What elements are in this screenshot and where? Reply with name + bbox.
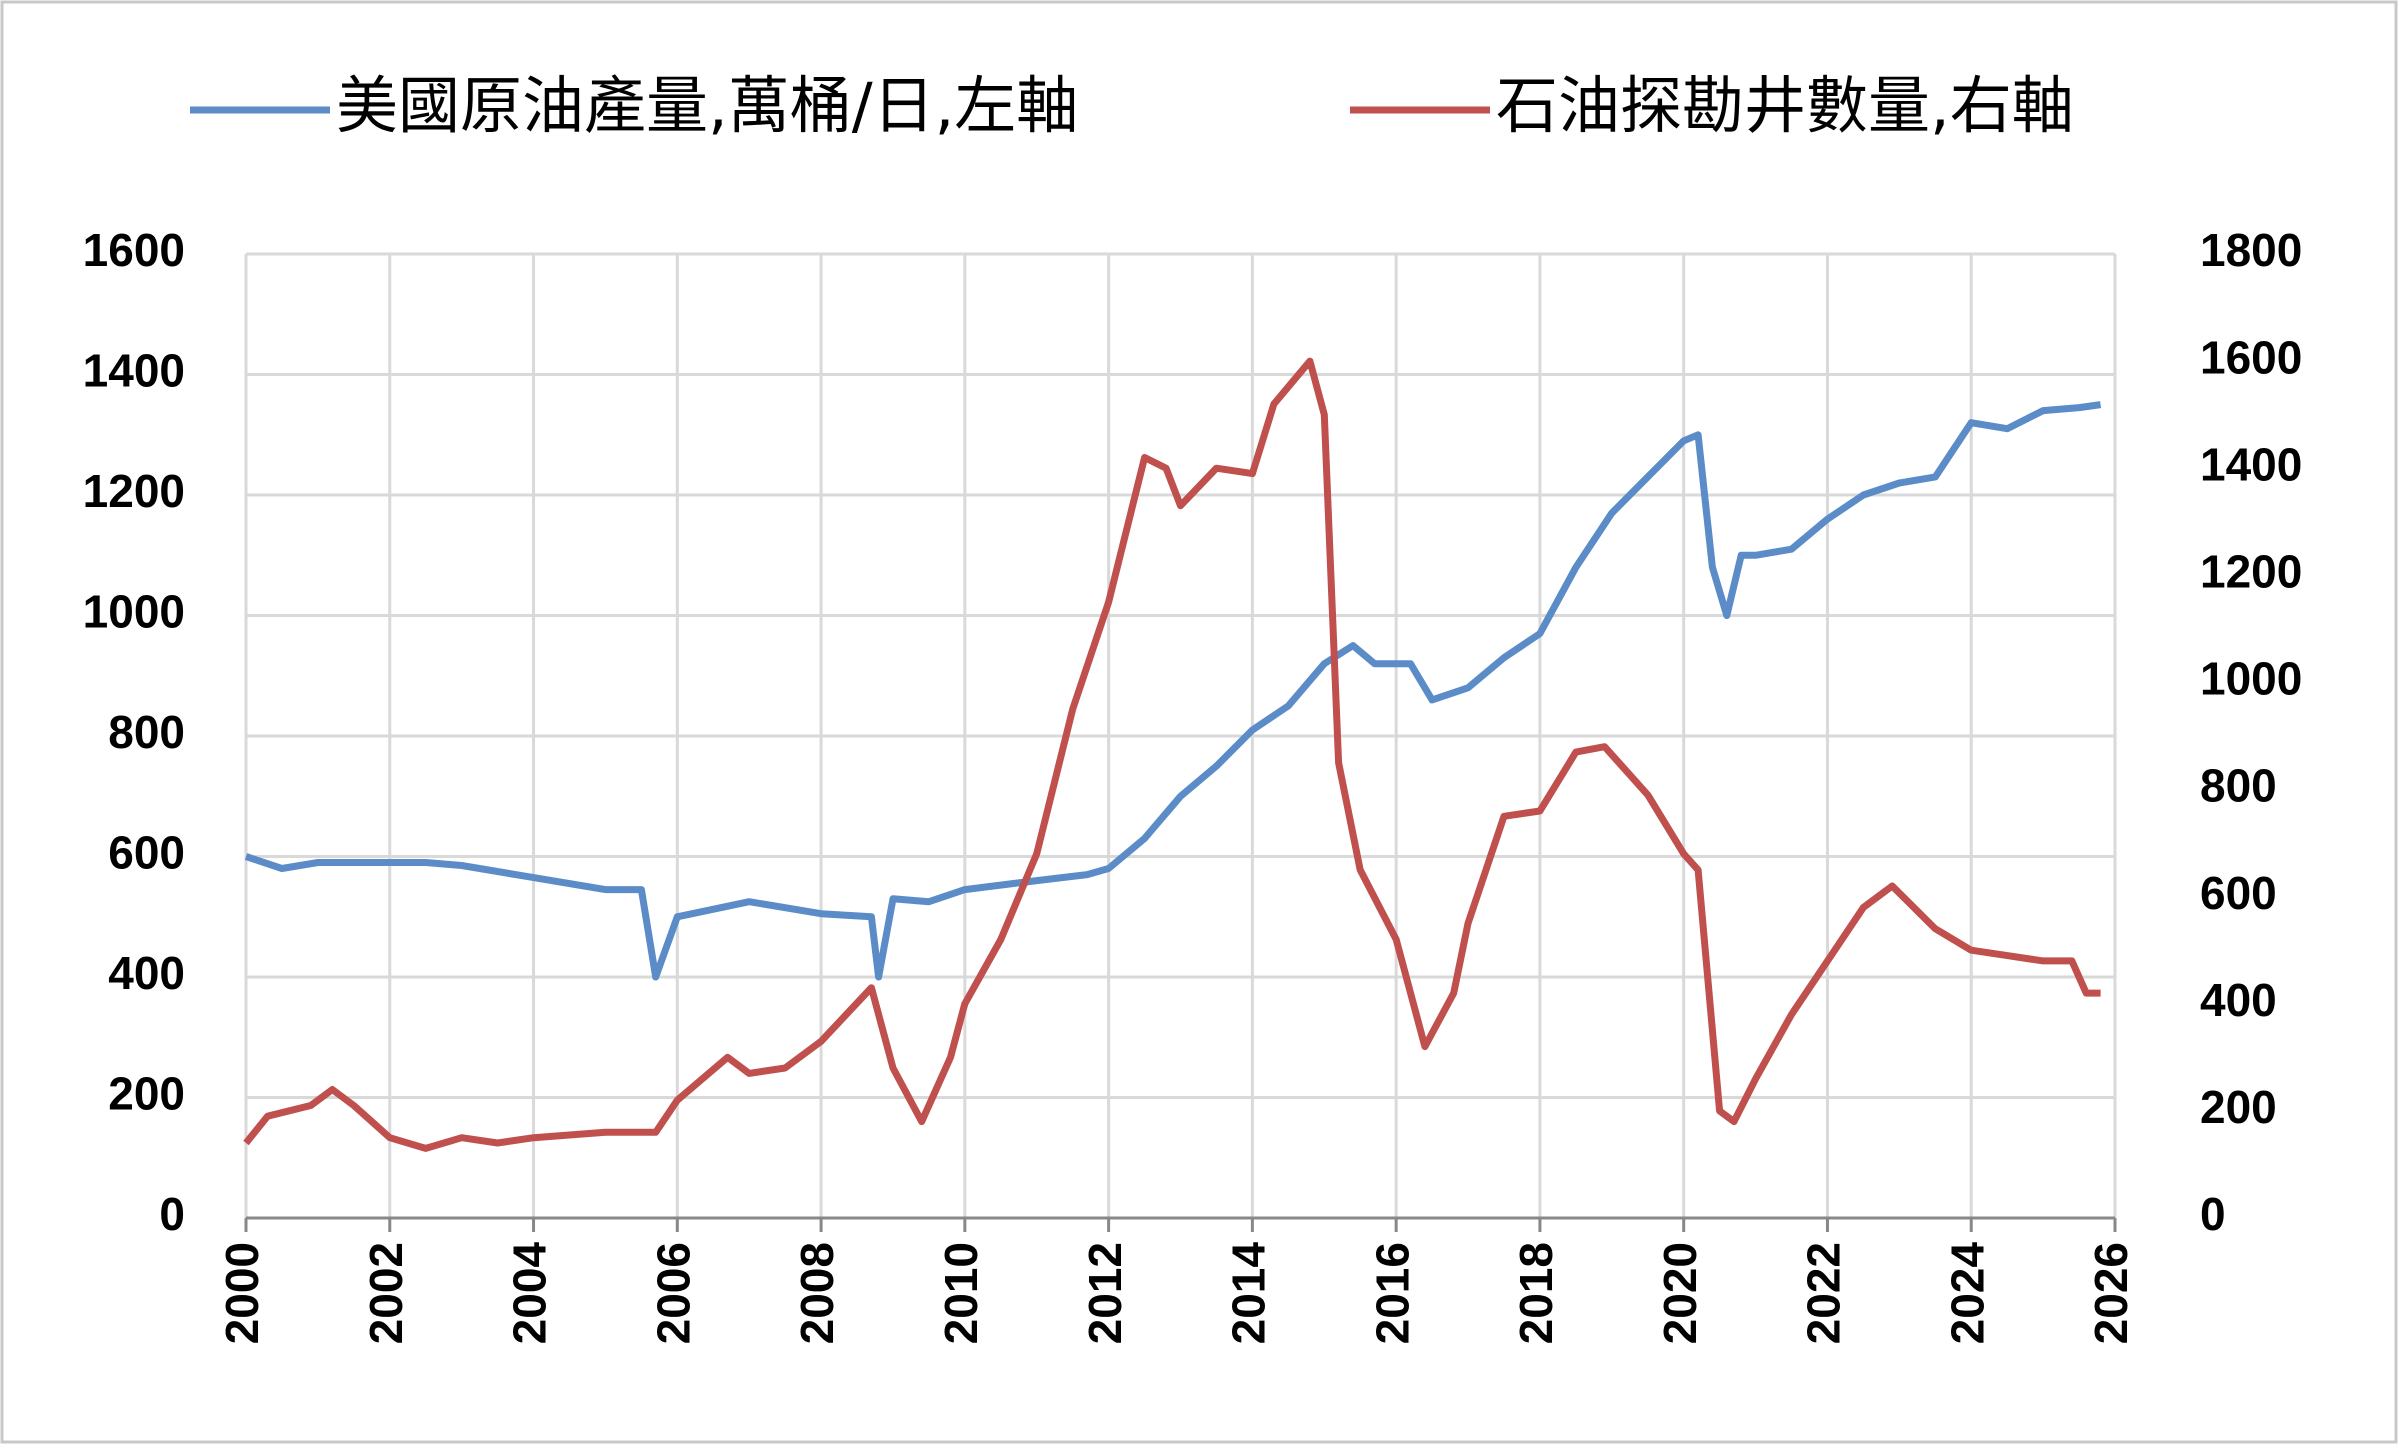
- y-tick-label: 1400: [83, 345, 185, 397]
- y2-tick-label: 200: [2200, 1081, 2277, 1133]
- y2-tick-label: 1600: [2200, 331, 2302, 383]
- y-tick-label: 400: [108, 947, 185, 999]
- x-tick-label: 2004: [504, 1242, 556, 1345]
- y2-tick-label: 1200: [2200, 545, 2302, 597]
- x-tick-label: 2010: [935, 1242, 987, 1344]
- y-tick-label: 1200: [83, 465, 185, 517]
- x-tick-label: 2014: [1223, 1242, 1275, 1345]
- x-tick-label: 2002: [360, 1242, 412, 1344]
- legend-label: 美國原油產量,萬桶/日,左軸: [336, 69, 1078, 142]
- x-tick-label: 2012: [1079, 1242, 1131, 1344]
- y-tick-label: 200: [108, 1068, 185, 1120]
- x-tick-label: 2006: [647, 1242, 699, 1344]
- y-tick-label: 0: [159, 1188, 185, 1240]
- y2-tick-label: 400: [2200, 974, 2277, 1026]
- x-tick-label: 2022: [1798, 1242, 1850, 1344]
- x-tick-label: 2020: [1654, 1242, 1706, 1344]
- legend-label: 石油探勘井數量,右軸: [1496, 69, 2074, 142]
- y-tick-label: 1600: [83, 224, 185, 276]
- x-tick-label: 2018: [1510, 1242, 1562, 1344]
- y2-tick-label: 800: [2200, 760, 2277, 812]
- x-tick-label: 2024: [1941, 1242, 1993, 1345]
- data-line: [243, 357, 2101, 1152]
- y-tick-label: 1000: [83, 586, 185, 638]
- data-line: [244, 401, 2102, 981]
- x-tick-label: 2026: [2085, 1242, 2137, 1344]
- x-tick-label: 2016: [1366, 1242, 1418, 1344]
- x-tick-label: 2000: [216, 1242, 268, 1344]
- y2-tick-label: 1000: [2200, 653, 2302, 705]
- y2-tick-label: 1800: [2200, 224, 2302, 276]
- y-tick-label: 600: [108, 827, 185, 879]
- y2-tick-label: 600: [2200, 867, 2277, 919]
- x-tick-label: 2008: [791, 1242, 843, 1344]
- y-tick-label: 800: [108, 706, 185, 758]
- y2-tick-label: 1400: [2200, 438, 2302, 490]
- y2-tick-label: 0: [2200, 1188, 2226, 1240]
